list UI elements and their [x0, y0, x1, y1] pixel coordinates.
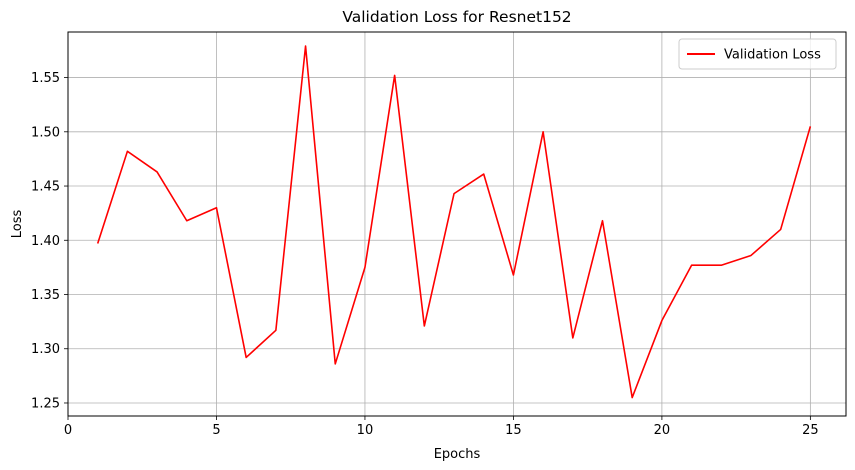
- series-line: [96, 45, 812, 399]
- x-tick-label: 0: [64, 423, 72, 438]
- y-axis-ticks: 1.25 1.30 1.35 1.40 1.45 1.50 1.55: [31, 71, 68, 411]
- legend: Validation Loss: [678, 38, 837, 70]
- x-axis-title: Epochs: [434, 447, 481, 462]
- y-tick-label: 1.25: [31, 396, 60, 411]
- legend-box: [678, 38, 837, 70]
- y-tick-label: 1.40: [31, 234, 60, 249]
- y-tick-label: 1.50: [31, 125, 60, 140]
- x-tick-label: 20: [654, 423, 671, 438]
- x-tick-label: 15: [505, 423, 522, 438]
- y-tick-label: 1.55: [31, 71, 60, 86]
- x-tick-label: 5: [212, 423, 220, 438]
- x-tick-label: 10: [357, 423, 374, 438]
- legend-label: Validation Loss: [724, 48, 821, 63]
- x-axis-ticks: 0 5 10 15 20 25: [64, 416, 819, 438]
- chart-title: Validation Loss for Resnet152: [342, 8, 571, 26]
- y-tick-label: 1.45: [31, 180, 60, 195]
- plot-frame: [67, 31, 847, 417]
- series-layer: [96, 45, 812, 399]
- x-tick-label: 25: [802, 423, 819, 438]
- y-axis-title: Loss: [10, 210, 25, 239]
- grid-lines: [67, 32, 846, 416]
- y-tick-label: 1.30: [31, 342, 60, 357]
- y-tick-label: 1.35: [31, 288, 60, 303]
